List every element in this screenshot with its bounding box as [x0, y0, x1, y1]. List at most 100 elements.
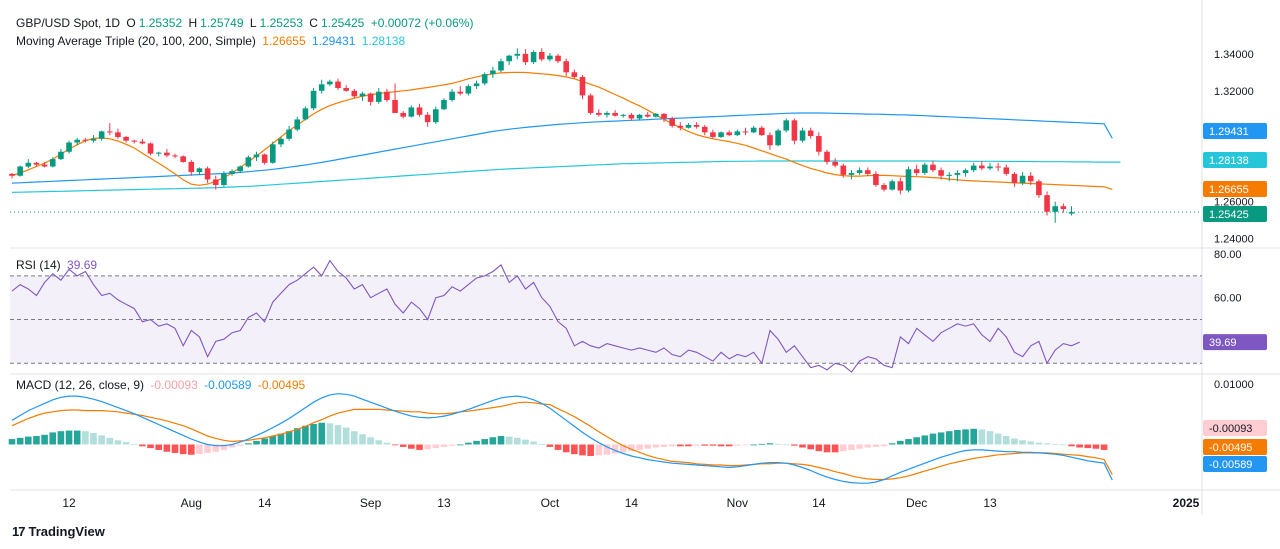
candle: [954, 172, 961, 175]
time-tick-label: Nov: [727, 496, 748, 510]
time-tick-label: Sep: [360, 496, 382, 510]
macd-hist-bar: [505, 436, 513, 445]
time-tick-label: Oct: [541, 496, 560, 510]
macd-hist-bar: [1019, 440, 1026, 445]
candle: [889, 181, 895, 190]
macd-hist-bar: [945, 431, 953, 445]
macd-hist-bar: [913, 437, 920, 445]
candle: [579, 76, 586, 96]
candle: [359, 93, 366, 97]
candle: [229, 171, 235, 174]
macd-hist-bar: [1084, 444, 1092, 449]
candle: [457, 91, 464, 94]
macd-hist-bar: [888, 443, 896, 445]
candle: [628, 114, 635, 119]
macd-hist-bar: [16, 437, 24, 445]
macd-hist-bar: [302, 425, 309, 445]
rsi-title: RSI (14): [16, 258, 61, 272]
candles-group: [9, 48, 1075, 223]
macd-hist-bar: [57, 431, 65, 445]
candle: [82, 139, 89, 141]
candle: [750, 127, 757, 133]
candle: [49, 159, 56, 167]
candle: [392, 100, 398, 113]
candle: [9, 173, 15, 176]
macd-hist-bar: [758, 443, 766, 445]
candle: [41, 164, 48, 167]
macd-hist-bar: [774, 443, 782, 445]
macd-hist-bar: [408, 444, 415, 449]
macd-hist-bar: [1027, 441, 1035, 445]
candle: [123, 136, 129, 141]
price-tick-label: 1.24000: [1214, 234, 1254, 246]
macd-histogram: [8, 422, 1108, 456]
macd-hist-bar: [611, 444, 619, 454]
candle: [107, 131, 113, 133]
candle: [848, 172, 855, 175]
macd-hist-bar: [554, 444, 562, 450]
macd-hist-bar: [391, 444, 399, 446]
rsi-tick-label: 80.00: [1214, 249, 1242, 261]
candle: [620, 114, 627, 116]
macd-hist-bar: [188, 444, 195, 455]
time-tick-label: 14: [258, 496, 272, 510]
candle: [995, 166, 1001, 168]
ma20-badge: 1.26655: [1209, 184, 1249, 196]
close-value: 1.25425: [320, 16, 365, 30]
candle: [783, 120, 790, 131]
macd-hist-bar: [840, 444, 847, 452]
macd-hist-bar: [65, 430, 73, 445]
tradingview-brand[interactable]: 17 TradingView: [12, 524, 105, 539]
macd-hist-bar: [856, 444, 863, 449]
macd-hist-bar: [456, 444, 464, 446]
low-value: 1.25253: [259, 16, 303, 30]
macd-hist-bar: [701, 444, 709, 446]
macd-hist-bar: [114, 440, 122, 445]
candle: [555, 55, 561, 62]
macd-hist-bar: [799, 444, 806, 448]
macd-hist-bar: [791, 444, 798, 446]
candle: [1068, 212, 1075, 214]
candle: [905, 169, 912, 191]
macd-hist-bar: [880, 444, 888, 447]
macd-hist-bar: [130, 443, 138, 445]
macd-hist-bar: [994, 433, 1002, 445]
candle: [1060, 206, 1067, 209]
candle: [115, 132, 121, 137]
candle: [970, 165, 977, 171]
change-value: +0.00072 (+0.06%): [370, 16, 474, 30]
candle: [922, 164, 928, 173]
ma100-line: [11, 112, 1113, 184]
macd-hist-bar: [375, 440, 383, 445]
candle: [563, 61, 569, 73]
macd-hist-bar: [693, 444, 700, 446]
candle: [58, 151, 64, 160]
macd-hist-bar: [318, 422, 325, 445]
candle: [693, 124, 700, 127]
macd-line: [11, 393, 1113, 484]
macd-hist-bar: [970, 428, 977, 445]
macd-hist-bar: [660, 444, 668, 447]
macd-hist-bar: [1060, 444, 1067, 446]
candle: [408, 107, 415, 117]
candle: [351, 90, 358, 97]
candle: [335, 81, 341, 89]
candle: [506, 55, 512, 62]
macd-hist-bar: [277, 433, 285, 445]
macd-hist-bar: [424, 444, 431, 450]
macd-hist-bar: [978, 429, 986, 445]
candle: [1052, 206, 1058, 212]
macd-hist-bar: [782, 444, 790, 446]
macd-line-badge-bg: [1203, 456, 1267, 472]
candle: [212, 179, 219, 185]
candle: [180, 156, 186, 162]
macd-hist-bar: [473, 440, 480, 445]
macd-hist-bar: [236, 444, 244, 446]
macd-hist-value: -0.00093: [150, 378, 198, 392]
candle: [677, 125, 684, 128]
candle: [188, 161, 195, 173]
candle: [1003, 167, 1010, 174]
macd-hist-bar: [155, 444, 162, 450]
candle: [481, 74, 488, 84]
